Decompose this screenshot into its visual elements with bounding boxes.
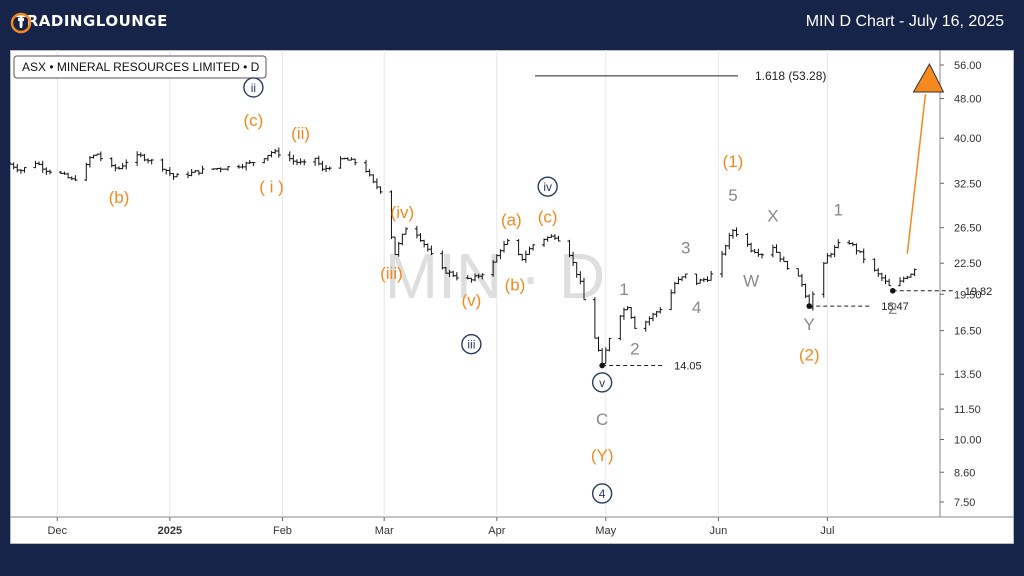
- wave-label: (iv): [391, 203, 415, 222]
- wave-label: 5: [728, 186, 737, 205]
- support-label: 19.82: [965, 286, 993, 298]
- wave-label: 1: [834, 201, 843, 220]
- y-tick-label: 16.50: [954, 326, 982, 338]
- y-tick-label: 11.50: [954, 404, 981, 416]
- wave-label-circle: [591, 483, 613, 504]
- x-tick-label: Feb: [273, 525, 292, 537]
- symbol-label: ASX • MINERAL RESOURCES LIMITED • D: [22, 60, 260, 74]
- wave-label: 4: [599, 487, 606, 501]
- watermark: MIN · D: [385, 240, 605, 312]
- wave-label: (iii): [380, 264, 403, 283]
- x-tick-label: Mar: [375, 525, 394, 537]
- wave-label: Y: [804, 315, 815, 334]
- support-label: 14.05: [674, 361, 702, 373]
- fib-level-label: 1.618 (53.28): [755, 69, 826, 83]
- projection-arrowhead: [912, 62, 945, 93]
- y-tick-label: 56.00: [954, 60, 982, 72]
- logo-text: TRADINGLOUNGE: [16, 12, 168, 30]
- chart-area[interactable]: 56.00 48.00 40.00 32.50 26.50 22.50 19.50 16.50…: [10, 50, 1014, 544]
- wave-label: v: [599, 376, 605, 390]
- x-tick-label: Jul: [820, 525, 834, 537]
- x-tick-label: Jun: [710, 525, 728, 537]
- wave-label: 4: [692, 298, 701, 317]
- wave-label: 2: [630, 339, 639, 358]
- wave-label: 3: [681, 238, 690, 257]
- wave-label-circle: [591, 372, 613, 393]
- y-tick-label: 8.60: [954, 467, 975, 479]
- chart-title: MIN D Chart - July 16, 2025: [805, 13, 1004, 30]
- wave-label: ii: [251, 81, 256, 95]
- wave-label-circle: [461, 334, 482, 355]
- y-tick-label: 7.50: [954, 497, 975, 509]
- y-tick-label: 32.50: [954, 178, 982, 190]
- x-tick-label: Dec: [47, 525, 67, 537]
- wave-label-circle: [537, 176, 558, 197]
- support-dot: [599, 362, 605, 369]
- y-tick-label: 26.50: [954, 223, 982, 235]
- wave-label: 2: [888, 299, 897, 318]
- wave-label: (c): [538, 207, 558, 226]
- y-tick-label: 48.00: [954, 94, 982, 106]
- wave-label: C: [596, 410, 608, 429]
- wave-label: (b): [505, 275, 526, 294]
- wave-label: 1: [619, 280, 628, 299]
- wave-label: (a): [501, 211, 522, 230]
- wave-label: (1): [723, 152, 744, 171]
- support-label: 18.47: [881, 301, 909, 313]
- support-dot: [889, 287, 896, 294]
- wave-label: (b): [109, 188, 130, 207]
- wave-label: ( i ): [259, 178, 284, 197]
- projection-line: [906, 93, 927, 254]
- wave-label: iii: [467, 338, 475, 352]
- wave-label: (c): [243, 111, 263, 130]
- y-tick-label: 19.50: [954, 289, 982, 301]
- wave-label: W: [743, 271, 759, 290]
- header-bar: TRADINGLOUNGE MIN D Chart - July 16, 202…: [0, 0, 1024, 46]
- x-tick-label: Apr: [488, 525, 505, 537]
- y-tick-label: 13.50: [954, 369, 982, 381]
- wave-label: (2): [799, 345, 820, 364]
- y-tick-label: 40.00: [954, 133, 982, 145]
- wave-label-circle: [243, 77, 264, 98]
- price-chart[interactable]: 56.00 48.00 40.00 32.50 26.50 22.50 19.50 16.50…: [10, 50, 1014, 544]
- x-tick-label: 2025: [158, 525, 182, 537]
- wave-label: (ii): [291, 124, 310, 143]
- logo-icon: [10, 12, 32, 34]
- chart-frame: [10, 50, 1014, 544]
- y-tick-label: 10.00: [954, 434, 982, 446]
- tradinglounge-logo: TRADINGLOUNGE: [10, 12, 168, 34]
- wave-label: X: [767, 207, 778, 226]
- support-dot: [806, 303, 813, 309]
- wave-label: iv: [543, 180, 552, 194]
- symbol-box: [13, 55, 267, 79]
- wave-label: (Y): [591, 446, 614, 465]
- x-tick-label: May: [595, 525, 616, 537]
- y-tick-label: 22.50: [954, 258, 982, 270]
- wave-label: (v): [461, 291, 481, 310]
